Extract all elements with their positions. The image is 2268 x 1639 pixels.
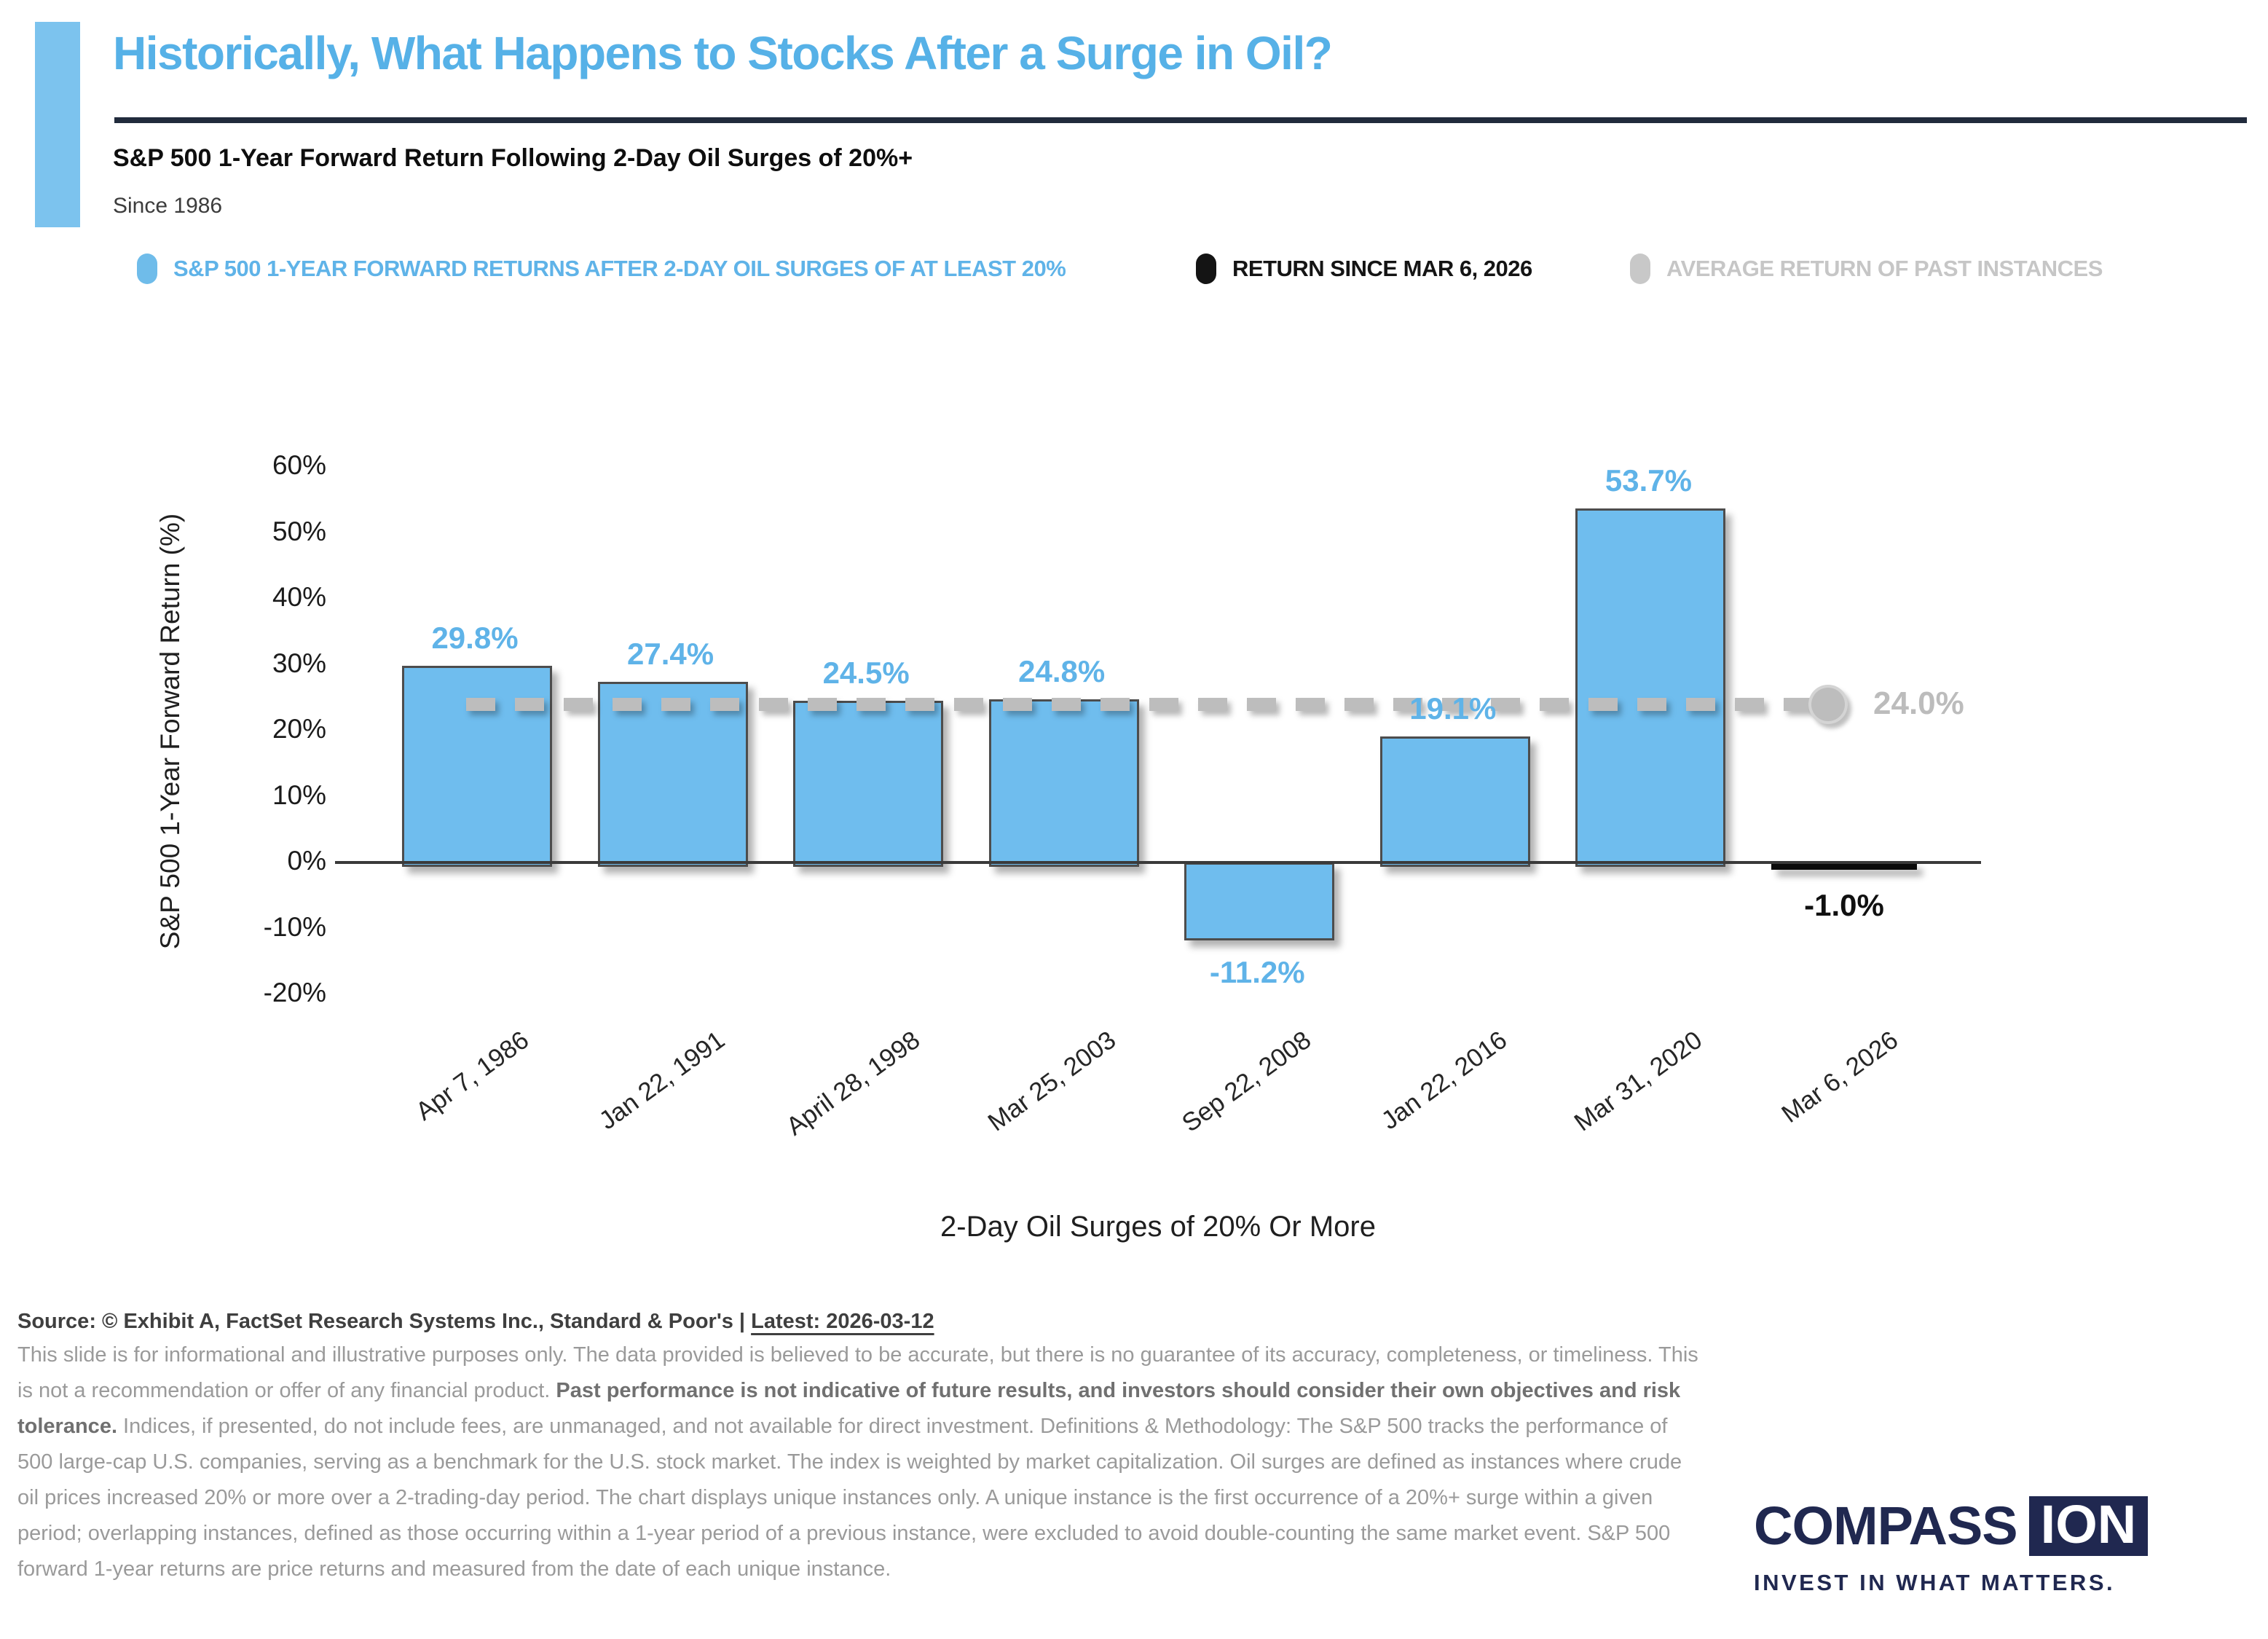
period-note: Since 1986 bbox=[113, 194, 223, 218]
bar-value-label: 19.1% bbox=[1409, 691, 1497, 726]
bar-value-label: 27.4% bbox=[627, 637, 714, 672]
disclaimer: This slide is for informational and illu… bbox=[17, 1337, 1707, 1587]
disclaimer-text: This slide is for informational and illu… bbox=[17, 1343, 1698, 1402]
y-tick-label: 0% bbox=[287, 846, 326, 876]
bar-value-label: 24.5% bbox=[822, 656, 910, 691]
bar bbox=[793, 701, 944, 867]
header-divider bbox=[114, 117, 2247, 123]
legend-item-average-return: AVERAGE RETURN OF PAST INSTANCES bbox=[1630, 253, 2103, 284]
bar bbox=[1771, 862, 1917, 870]
legend-item-return-since: RETURN SINCE MAR 6, 2026 bbox=[1196, 253, 1532, 284]
average-line bbox=[466, 697, 1828, 711]
x-tick-label: Sep 22, 2008 bbox=[1177, 1025, 1317, 1138]
x-tick-label: Mar 6, 2026 bbox=[1776, 1025, 1904, 1129]
y-tick-label: 20% bbox=[272, 714, 326, 744]
y-tick-label: 10% bbox=[272, 779, 326, 810]
x-axis-title: 2-Day Oil Surges of 20% Or More bbox=[940, 1211, 1376, 1243]
logo-tagline: INVEST IN WHAT MATTERS. bbox=[1754, 1570, 2116, 1595]
chart-subtitle: S&P 500 1-Year Forward Return Following … bbox=[113, 144, 913, 172]
x-tick-label: Mar 31, 2020 bbox=[1569, 1025, 1708, 1137]
logo-text-compass: COMPASS bbox=[1754, 1495, 2018, 1556]
bar bbox=[1379, 736, 1530, 867]
bar bbox=[1575, 508, 1726, 867]
legend-label: AVERAGE RETURN OF PAST INSTANCES bbox=[1666, 256, 2103, 281]
y-tick-label: -10% bbox=[263, 911, 326, 942]
average-value-label: 24.0% bbox=[1873, 685, 1964, 721]
x-tick-label: Jan 22, 2016 bbox=[1376, 1025, 1513, 1136]
bar-value-label: 24.8% bbox=[1018, 653, 1106, 688]
y-tick-label: -20% bbox=[263, 978, 326, 1007]
x-tick-label: April 28, 1998 bbox=[781, 1025, 926, 1141]
logo-text-ion: ION bbox=[2028, 1495, 2149, 1556]
y-tick-label: 30% bbox=[272, 648, 326, 678]
accent-bar bbox=[35, 22, 80, 227]
legend-label: RETURN SINCE MAR 6, 2026 bbox=[1232, 256, 1532, 281]
bar-value-label: -1.0% bbox=[1804, 888, 1884, 923]
legend-swatch-black-icon bbox=[1196, 253, 1216, 284]
source-text: Source: © Exhibit A, FactSet Research Sy… bbox=[17, 1310, 752, 1333]
legend-label: S&P 500 1-YEAR FORWARD RETURNS AFTER 2-D… bbox=[173, 256, 1066, 281]
bar bbox=[1184, 862, 1335, 941]
y-tick-label: 40% bbox=[272, 582, 326, 612]
x-tick-label: Mar 25, 2003 bbox=[983, 1025, 1121, 1137]
x-tick-label: Jan 22, 1991 bbox=[594, 1025, 730, 1136]
bar bbox=[597, 682, 748, 867]
bar bbox=[402, 666, 552, 867]
legend-swatch-gray-icon bbox=[1630, 253, 1650, 284]
source-latest-link[interactable]: Latest: 2026-03-12 bbox=[751, 1310, 934, 1333]
logo-wordmark: COMPASS ION bbox=[1754, 1495, 2149, 1557]
source-line: Source: © Exhibit A, FactSet Research Sy… bbox=[17, 1310, 934, 1334]
bar-value-label: 29.8% bbox=[431, 621, 519, 656]
legend-item-forward-returns: S&P 500 1-YEAR FORWARD RETURNS AFTER 2-D… bbox=[137, 253, 1066, 284]
legend-swatch-blue-icon bbox=[137, 253, 157, 284]
bar bbox=[988, 699, 1139, 867]
page-title: Historically, What Happens to Stocks Aft… bbox=[113, 27, 1333, 79]
bar-value-label: 53.7% bbox=[1604, 463, 1692, 498]
bar-value-label: -11.2% bbox=[1209, 955, 1305, 990]
x-axis-line bbox=[335, 861, 1981, 864]
disclaimer-text-bold: Past performance is not indicative of fu… bbox=[17, 1379, 1681, 1438]
average-line-marker bbox=[1808, 684, 1848, 724]
x-tick-label: Apr 7, 1986 bbox=[410, 1025, 535, 1126]
y-tick-label: 60% bbox=[272, 450, 326, 480]
disclaimer-text: Indices, if presented, do not include fe… bbox=[17, 1415, 1682, 1581]
compass-ion-logo: COMPASS ION INVEST IN WHAT MATTERS. bbox=[1754, 1495, 2149, 1596]
y-tick-label: 50% bbox=[272, 516, 326, 546]
